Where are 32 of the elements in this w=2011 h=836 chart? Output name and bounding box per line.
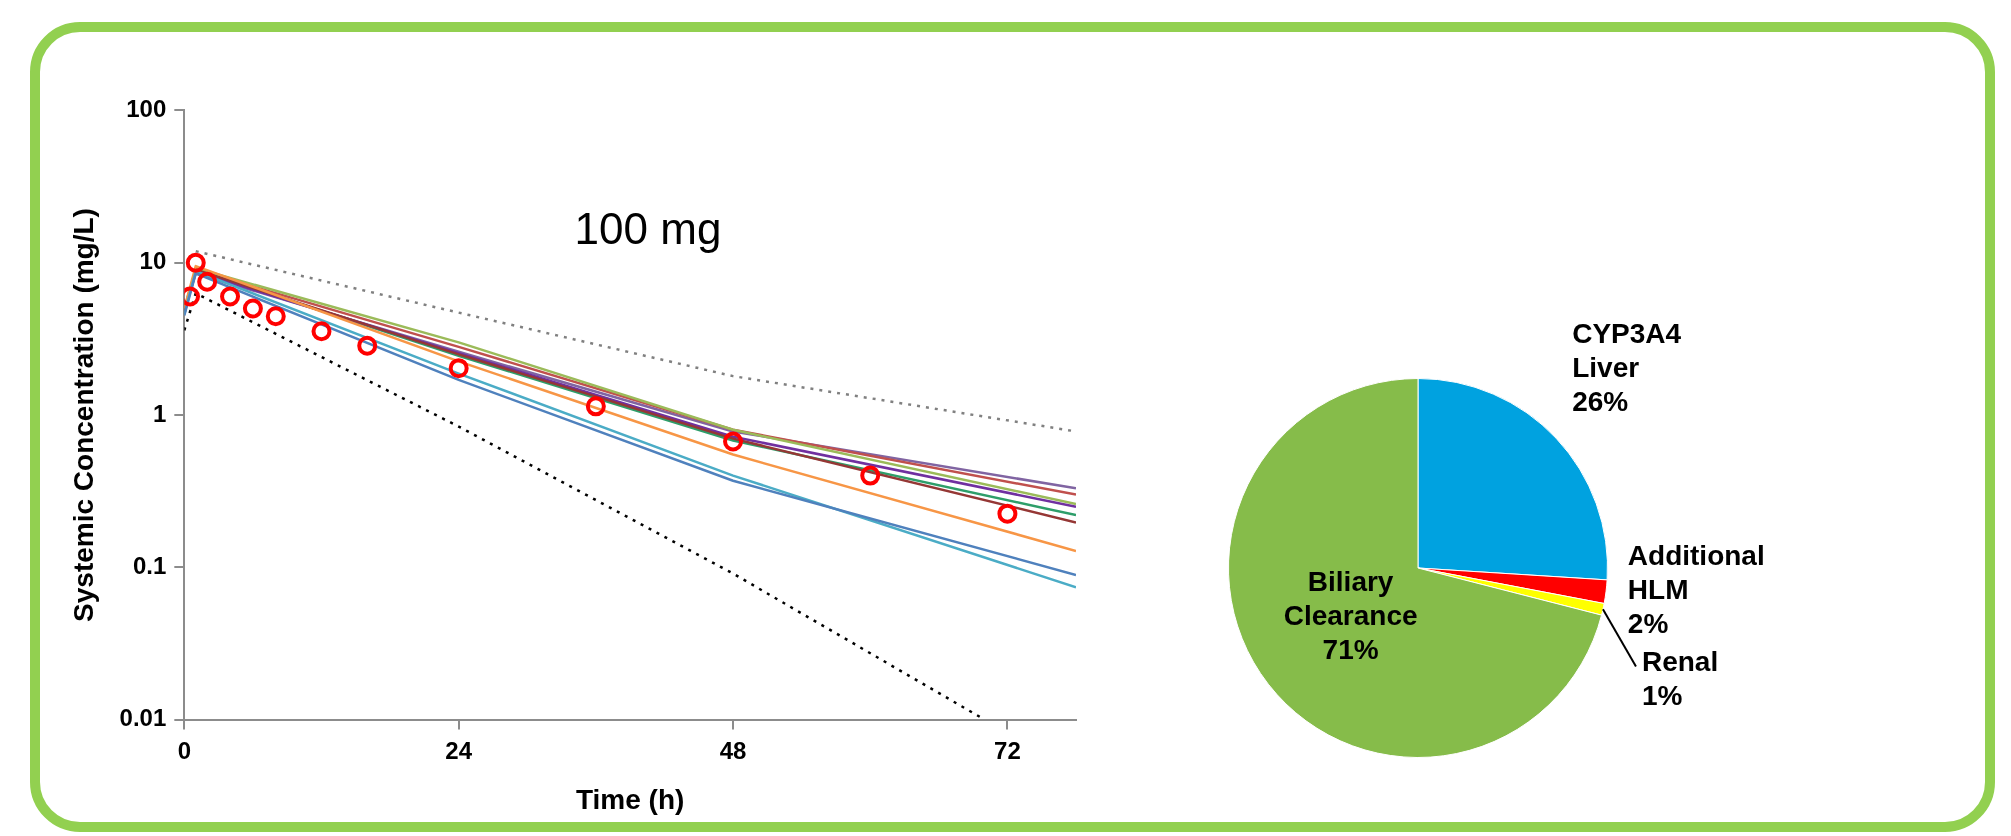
x-tick-label: 0 — [177, 736, 191, 764]
x-tick-label: 48 — [719, 736, 747, 764]
point — [860, 465, 881, 486]
y-tick-label: 10 — [139, 247, 167, 275]
data-label: 1% — [1641, 680, 1683, 712]
y-tick-label: 0.01 — [119, 704, 167, 732]
y-axis-title: Systemic Concentration (mg/L) — [67, 208, 99, 622]
slice-label: Biliary Clearance — [1283, 565, 1418, 631]
point — [357, 335, 378, 356]
point — [185, 252, 206, 273]
point — [585, 396, 606, 417]
slice-label: Additional HLM — [1627, 540, 1765, 606]
point — [242, 298, 263, 319]
data-label: 26% — [1572, 385, 1629, 417]
y-tick-label: 1 — [152, 399, 167, 427]
x-axis-title: Time (h) — [575, 783, 685, 815]
y-tick-label: 0.1 — [132, 551, 167, 579]
point — [220, 286, 241, 307]
data-label: 71% — [1322, 633, 1379, 665]
annotation: 100 mg — [574, 204, 722, 254]
point — [265, 306, 286, 327]
point — [448, 358, 469, 379]
y-tick-label: 100 — [126, 95, 167, 123]
point — [311, 321, 332, 342]
point — [997, 503, 1018, 524]
data-label: 2% — [1627, 608, 1669, 640]
point — [197, 271, 218, 292]
slice-label: CYP3A4 Liver — [1572, 317, 1682, 383]
x-tick-label: 24 — [445, 736, 473, 764]
slice-label: Renal — [1641, 646, 1719, 678]
point — [723, 431, 744, 452]
x-tick-label: 72 — [994, 736, 1021, 764]
